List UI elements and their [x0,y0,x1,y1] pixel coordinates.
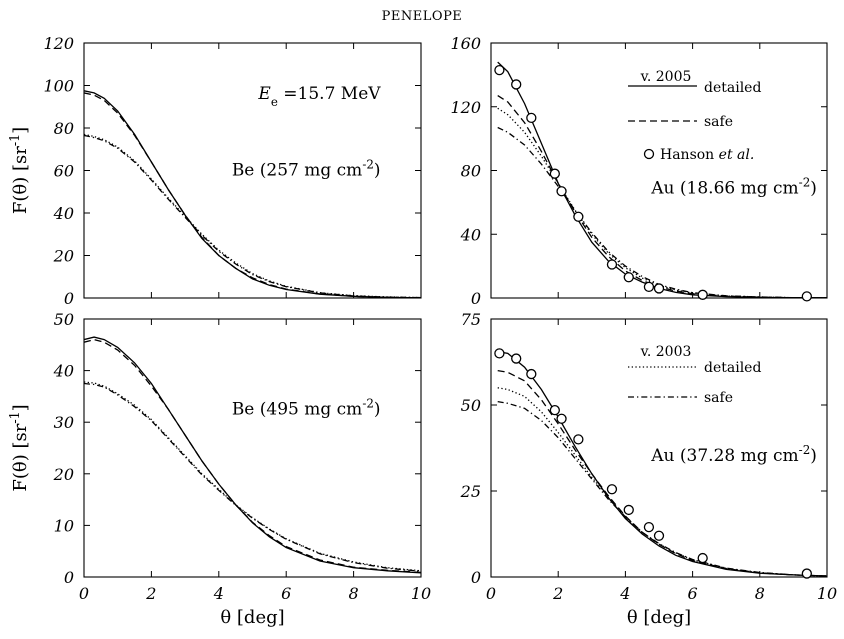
x-tick-label: 4 [619,584,630,603]
data-point [527,370,536,379]
panel-bottom-left: 0 2 4 6 8 10 0 10 20 30 40 50 θ [deg] F(θ) [sr-1] Be (… [7,310,432,628]
series-line [498,402,827,576]
energy-label: Ee =15.7 MeV [257,84,381,109]
data-point [655,531,664,540]
x-axis-label: θ [deg] [220,607,284,628]
data-point [802,569,811,578]
y-axis-label: F(θ) [sr-1] [7,404,32,491]
panel-annotation: Au (37.28 mg cm-2) [650,443,817,466]
x-tick-label: 8 [755,584,765,603]
data-point [574,435,583,444]
data-point [550,406,559,415]
y-tick-label: 40 [53,362,74,381]
data-point [550,169,559,178]
data-point [655,284,664,293]
figure-title: PENELOPE [382,9,463,24]
y-tick-label: 40 [460,225,481,244]
y-tick-label: 0 [64,568,74,587]
data-point [557,414,566,423]
legend-label: Hanson et al. [660,147,754,163]
legend-label: safe [704,390,733,406]
legend-label: detailed [704,80,761,96]
data-point [557,187,566,196]
x-tick-label: 0 [79,584,89,603]
x-tick-label: 10 [411,584,431,603]
x-tick-label: 10 [817,584,837,603]
legend-v2003: v. 2003 detailed safe [628,344,761,406]
x-tick-label: 6 [281,584,291,603]
y-tick-label: 50 [461,396,481,415]
y-tick-label: 40 [53,204,74,223]
data-point [607,485,616,494]
panel-annotation: Au (18.66 mg cm-2) [650,175,817,198]
x-tick-label: 2 [145,584,156,603]
series-line [84,91,421,298]
y-tick-label: 0 [471,289,481,308]
y-tick-label: 0 [64,289,74,308]
y-tick-label: 120 [450,98,481,117]
data-point [624,273,633,282]
x-tick-label: 2 [552,584,563,603]
y-tick-label: 80 [461,162,481,181]
legend-v2005: v. 2005 detailed safe Hanson et al. [628,69,761,163]
data-point [527,113,536,122]
y-tick-label: 25 [460,482,481,501]
series-line [498,108,827,297]
legend-label: safe [704,114,733,130]
panel-annotation: Be (257 mg cm-2) [232,158,381,181]
data-point [624,505,633,514]
x-tick-label: 4 [213,584,224,603]
series-line [84,340,421,573]
series-line [498,371,827,576]
y-axis-label: F(θ) [sr-1] [7,127,32,214]
y-tick-label: 20 [53,465,74,484]
panel-top-right: 0 40 80 120 160 Au (18.66 mg cm-2) [450,34,827,308]
plot-frame [84,319,421,577]
legend-title: v. 2005 [640,69,692,85]
panel-top-left: 0 20 40 60 80 100 120 F(θ) [sr-1] Be (257 mg cm-… [7,34,422,308]
series-line [84,93,421,298]
x-tick-label: 8 [349,584,359,603]
data-point [512,354,521,363]
y-tick-label: 100 [43,77,74,96]
data-point [698,554,707,563]
y-tick-label: 60 [54,162,74,181]
data-point [698,290,707,299]
data-point [574,212,583,221]
y-tick-label: 30 [54,413,74,432]
y-tick-label: 50 [54,310,74,329]
data-point [512,80,521,89]
x-tick-label: 0 [486,584,496,603]
data-point [644,523,653,532]
legend-marker [645,150,654,159]
x-axis-label: θ [deg] [627,607,691,628]
y-tick-label: 10 [54,516,74,535]
y-tick-label: 80 [54,119,74,138]
y-tick-label: 120 [43,34,74,53]
y-tick-label: 75 [461,310,481,329]
data-point [802,292,811,301]
y-tick-label: 0 [471,568,481,587]
y-tick-label: 20 [53,247,74,266]
data-point [607,260,616,269]
legend-label: detailed [704,360,761,376]
series-line [84,337,421,573]
x-tick-label: 6 [688,584,698,603]
data-point [644,282,653,291]
y-tick-label: 160 [450,34,481,53]
data-point [495,66,504,75]
data-point [495,349,504,358]
panel-annotation: Be (495 mg cm-2) [232,396,381,419]
legend-title: v. 2003 [640,344,692,360]
